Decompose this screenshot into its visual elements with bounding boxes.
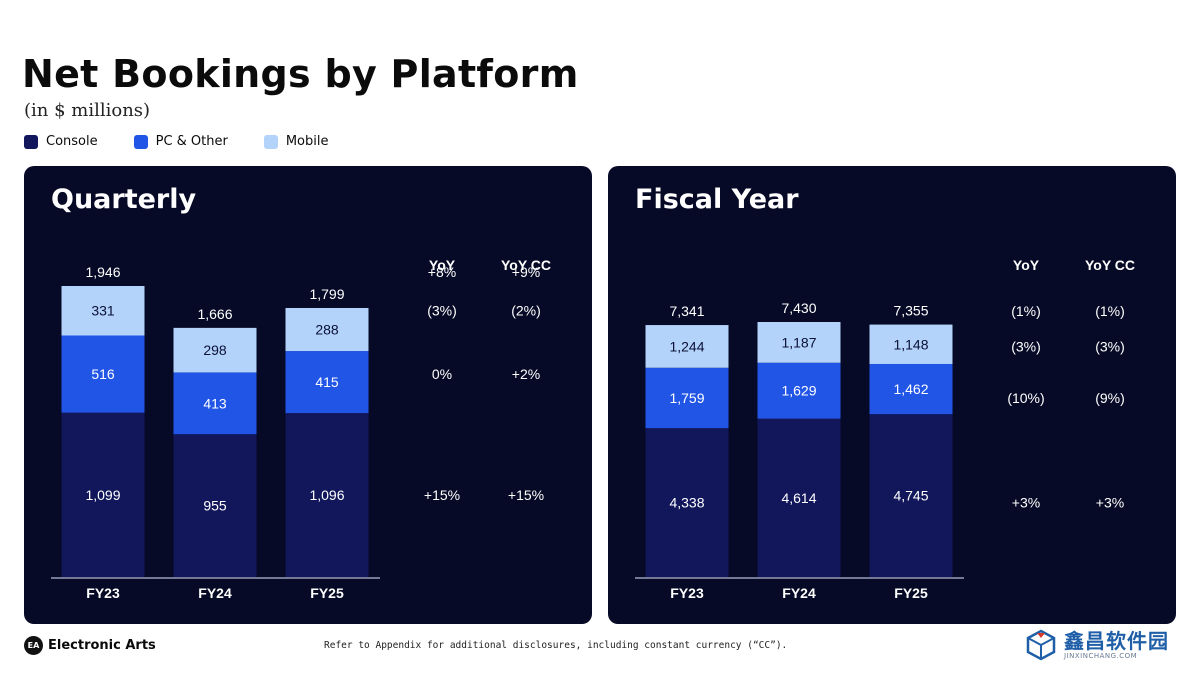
- yoy-value-pc-other-yoy: (10%): [1007, 390, 1044, 406]
- bar-mobile-fy25: [869, 324, 953, 364]
- yoy-value-pc-other-yoy-cc: +2%: [512, 366, 540, 382]
- yoy-value-total-yoy: (1%): [1011, 303, 1041, 319]
- yoy-value-mobile-yoy-cc: (2%): [511, 303, 541, 319]
- yoy-value-mobile-yoy-cc: (3%): [1095, 338, 1125, 354]
- yoy-value-console-yoy-cc: +15%: [508, 487, 544, 503]
- total-label-fy23: 7,341: [669, 303, 704, 319]
- bar-console-fy25: [869, 414, 953, 577]
- yoy-value-mobile-yoy: (3%): [427, 303, 457, 319]
- data-label-pc-other-fy23: 1,759: [669, 390, 704, 406]
- data-label-pc-other-fy25: 415: [315, 374, 339, 390]
- data-label-console-fy23: 4,338: [669, 495, 704, 511]
- category-label-fy24: FY24: [782, 585, 816, 601]
- total-label-fy25: 7,355: [893, 303, 928, 319]
- fiscal-year-panel-title: Fiscal Year: [635, 184, 799, 215]
- watermark-subtext: JINXINCHANG.COM: [1064, 652, 1138, 660]
- legend-label-pc: PC & Other: [155, 134, 228, 149]
- data-label-mobile-fy24: 1,187: [781, 334, 816, 350]
- ea-logo-text: Electronic Arts: [48, 638, 156, 653]
- page-title: Net Bookings by Platform: [22, 52, 579, 96]
- ea-logo-mark: EA: [24, 636, 43, 655]
- legend: Console PC & Other Mobile: [24, 134, 365, 149]
- fiscal-year-chart: 4,338 1,759 1,244 7,341 FY23 4,614 1,629 1,187 7…: [635, 257, 1135, 601]
- bar-pc-other-fy23: [645, 367, 729, 429]
- legend-item-mobile: Mobile: [263, 134, 329, 149]
- legend-item-pc: PC & Other: [133, 134, 228, 149]
- watermark-text: 鑫昌软件园: [1064, 629, 1169, 653]
- data-label-pc-other-fy24: 1,629: [781, 383, 816, 399]
- category-label-fy25: FY25: [310, 585, 344, 601]
- bar-mobile-fy23: [61, 286, 145, 336]
- quarterly-panel-title: Quarterly: [51, 184, 197, 215]
- data-label-console-fy24: 4,614: [781, 490, 816, 506]
- data-label-console-fy25: 4,745: [893, 488, 928, 504]
- category-label-fy23: FY23: [86, 585, 120, 601]
- bar-mobile-fy23: [645, 325, 729, 368]
- watermark-cube-icon: [1026, 629, 1056, 661]
- yoy-value-total-yoy-cc: (1%): [1095, 303, 1125, 319]
- bar-console-fy24: [173, 434, 257, 577]
- watermark: 鑫昌软件园 JINXINCHANG.COM: [1024, 628, 1169, 662]
- yoy-header-yoy: YoY: [429, 257, 456, 273]
- legend-label-console: Console: [46, 134, 98, 149]
- total-label-fy25: 1,799: [309, 286, 344, 302]
- bar-pc-other-fy23: [61, 335, 145, 413]
- legend-label-mobile: Mobile: [285, 134, 329, 149]
- yoy-header-yoy-cc: YoY CC: [1085, 257, 1135, 273]
- yoy-value-console-yoy: +3%: [1012, 495, 1040, 511]
- legend-swatch-pc: [133, 134, 148, 149]
- total-label-fy23: 1,946: [85, 264, 120, 280]
- data-label-mobile-fy25: 1,148: [893, 336, 928, 352]
- bar-console-fy25: [285, 413, 369, 577]
- legend-swatch-mobile: [263, 134, 278, 149]
- yoy-header-yoy-cc: YoY CC: [501, 257, 551, 273]
- bar-pc-other-fy25: [869, 363, 953, 415]
- quarterly-panel: Quarterly 1,099 516 331 1,946 FY23 955 413 298 1…: [24, 166, 592, 624]
- yoy-value-console-yoy-cc: +3%: [1096, 495, 1124, 511]
- bar-console-fy24: [757, 418, 841, 577]
- total-label-fy24: 1,666: [197, 306, 232, 322]
- bar-mobile-fy24: [757, 322, 841, 363]
- yoy-header-yoy: YoY: [1013, 257, 1040, 273]
- data-label-mobile-fy25: 288: [315, 322, 339, 338]
- ea-logo: EA Electronic Arts: [24, 636, 156, 655]
- category-label-fy23: FY23: [670, 585, 704, 601]
- yoy-value-mobile-yoy: (3%): [1011, 338, 1041, 354]
- bar-console-fy23: [61, 412, 145, 577]
- yoy-value-total-yoy-cc: +9%: [512, 264, 540, 280]
- data-label-console-fy25: 1,096: [309, 487, 344, 503]
- page-subtitle: (in $ millions): [24, 100, 151, 121]
- yoy-value-total-yoy: +8%: [428, 264, 456, 280]
- bar-pc-other-fy24: [173, 372, 257, 435]
- bar-mobile-fy24: [173, 327, 257, 373]
- bar-pc-other-fy24: [757, 362, 841, 419]
- data-label-pc-other-fy25: 1,462: [893, 381, 928, 397]
- bar-pc-other-fy25: [285, 351, 369, 414]
- category-label-fy25: FY25: [894, 585, 928, 601]
- footnote: Refer to Appendix for additional disclos…: [324, 640, 788, 651]
- legend-swatch-console: [24, 134, 38, 149]
- yoy-value-console-yoy: +15%: [424, 487, 460, 503]
- bar-console-fy23: [645, 428, 729, 577]
- data-label-console-fy23: 1,099: [85, 487, 120, 503]
- yoy-value-pc-other-yoy-cc: (9%): [1095, 390, 1125, 406]
- data-label-mobile-fy24: 298: [203, 342, 227, 358]
- data-label-console-fy24: 955: [203, 498, 227, 514]
- data-label-pc-other-fy24: 413: [203, 395, 227, 411]
- legend-item-console: Console: [24, 134, 98, 149]
- bar-mobile-fy25: [285, 307, 369, 352]
- data-label-mobile-fy23: 1,244: [669, 338, 704, 354]
- fiscal-year-panel: Fiscal Year 4,338 1,759 1,244 7,341 FY23 4,61…: [608, 166, 1176, 624]
- data-label-mobile-fy23: 331: [91, 303, 115, 319]
- quarterly-chart: 1,099 516 331 1,946 FY23 955 413 298 1,666 FY24 1,…: [51, 257, 551, 601]
- category-label-fy24: FY24: [198, 585, 232, 601]
- total-label-fy24: 7,430: [781, 300, 816, 316]
- yoy-value-pc-other-yoy: 0%: [432, 366, 452, 382]
- data-label-pc-other-fy23: 516: [91, 366, 115, 382]
